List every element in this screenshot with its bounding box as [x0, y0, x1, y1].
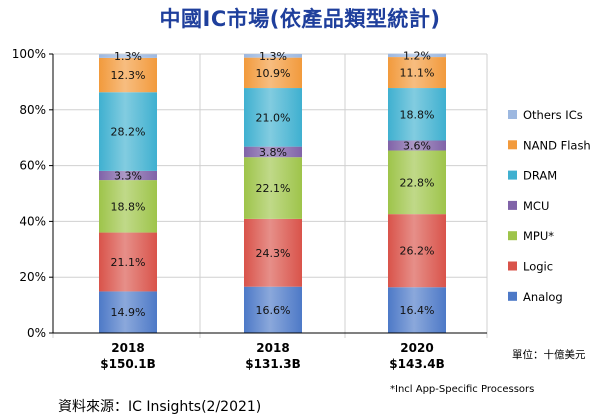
data-label: 26.2%: [400, 245, 435, 258]
legend: Others ICs NAND Flash DRAM MCU MPU* Logic Anal…: [508, 108, 591, 304]
legend-swatch: [508, 261, 517, 271]
legend-swatch: [508, 140, 517, 150]
source-note: 資料來源：IC Insights(2/2021): [58, 399, 262, 415]
legend-swatch: [508, 110, 517, 119]
bar-segment-mcu: [244, 146, 302, 158]
data-label: 21.1%: [111, 256, 146, 269]
data-label: 1.3%: [259, 50, 287, 63]
data-label: 1.2%: [403, 49, 431, 62]
data-label: 11.1%: [400, 67, 435, 80]
legend-label: Analog: [523, 290, 563, 304]
bar-segment-nand-flash: [99, 57, 157, 93]
bar-segment-mcu: [99, 170, 157, 181]
x-tick-sublabel: $150.1B: [100, 357, 155, 371]
bar-segment-nand-flash: [244, 57, 302, 89]
bar-segment-analog: [99, 291, 157, 333]
y-tick-label: 20%: [19, 270, 46, 284]
x-tick-label: 2018: [256, 341, 289, 355]
data-label: 3.8%: [259, 146, 287, 159]
bar-segment-mpu: [244, 157, 302, 219]
bar-segment-nand-flash: [388, 57, 446, 89]
bar-segment-dram: [388, 88, 446, 141]
x-tick-label: 2020: [400, 341, 433, 355]
y-tick-label: 40%: [19, 214, 46, 228]
data-label: 1.3%: [114, 50, 142, 63]
legend-swatch: [508, 291, 517, 301]
data-label: 10.9%: [256, 67, 291, 80]
data-label: 18.8%: [400, 108, 435, 121]
bar-segment-dram: [244, 88, 302, 147]
x-tick-sublabel: $131.3B: [245, 357, 300, 371]
chart-title: 中國IC市場(依產品類型統計): [159, 7, 441, 31]
y-tick-label: 100%: [12, 47, 46, 61]
data-label: 16.6%: [256, 304, 291, 317]
legend-swatch: [508, 200, 517, 210]
bar-segment-analog: [388, 287, 446, 333]
bar-segment-analog: [244, 286, 302, 333]
legend-label: NAND Flash: [523, 138, 591, 152]
footnote: *Incl App-Specific Processors: [390, 384, 535, 395]
bar-segment-logic: [244, 218, 302, 287]
legend-swatch: [508, 170, 517, 180]
bar-segment-dram: [99, 92, 157, 171]
legend-label: MPU*: [523, 229, 554, 243]
bar-segment-mcu: [388, 140, 446, 151]
legend-label: DRAM: [523, 169, 557, 183]
data-label: 16.4%: [400, 304, 435, 317]
bar-segment-others-ics: [99, 54, 157, 58]
data-label: 28.2%: [111, 126, 146, 139]
data-label: 12.3%: [111, 69, 146, 82]
legend-label: Others ICs: [523, 108, 583, 122]
bar-stacks: 14.9% 21.1% 18.8% 3.3% 28.2% 12.3% 1.3% 16.6% 24…: [99, 49, 446, 333]
data-label: 3.6%: [403, 140, 431, 153]
bar-segment-mpu: [388, 150, 446, 215]
legend-label: Logic: [523, 260, 553, 274]
y-tick-label: 80%: [19, 103, 46, 117]
bar-segment-mpu: [99, 180, 157, 233]
y-tick-label: 60%: [19, 159, 46, 173]
data-label: 24.3%: [256, 247, 291, 260]
legend-swatch: [508, 231, 517, 241]
unit-note: 單位：十億美元: [512, 349, 586, 361]
data-label: 22.8%: [400, 176, 435, 189]
bar-segment-logic: [388, 214, 446, 288]
x-tick-sublabel: $143.4B: [389, 357, 444, 371]
axes: 0% 20% 40% 60% 80% 100% 2018 $150.1B 2018 $131.3B…: [12, 47, 487, 371]
data-label: 14.9%: [111, 306, 146, 319]
bar-segment-others-ics: [244, 54, 302, 58]
bar-segment-logic: [99, 232, 157, 292]
y-tick-label: 0%: [27, 326, 46, 340]
data-label: 21.0%: [256, 111, 291, 124]
x-tick-label: 2018: [111, 341, 144, 355]
bar-segment-others-ics: [388, 53, 446, 58]
data-label: 3.3%: [114, 170, 142, 183]
data-label: 18.8%: [111, 200, 146, 213]
legend-label: MCU: [523, 199, 549, 213]
data-label: 22.1%: [256, 182, 291, 195]
